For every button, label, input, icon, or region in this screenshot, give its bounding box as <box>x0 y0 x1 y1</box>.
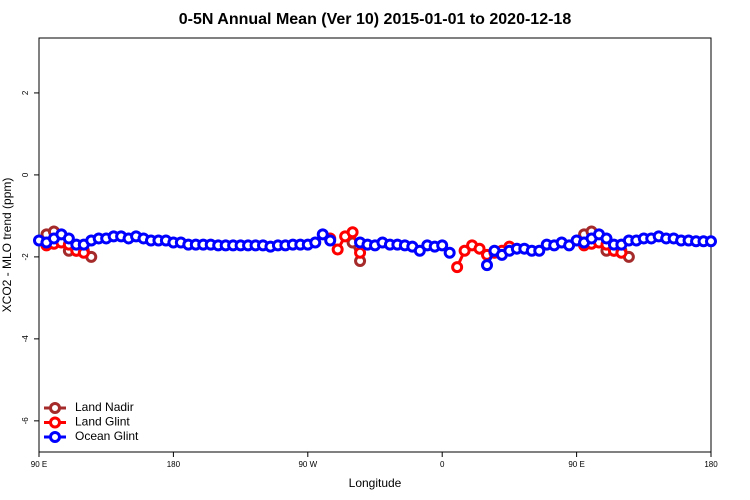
series-point <box>316 228 329 241</box>
x-tick-label: 90 E <box>31 460 47 469</box>
x-tick-label: 180 <box>167 460 181 469</box>
x-tick-label: 90 E <box>568 460 584 469</box>
series-point <box>600 232 613 245</box>
legend-marker <box>49 402 61 414</box>
y-tick-label: 2 <box>21 90 30 95</box>
series-point <box>331 243 344 256</box>
legend-label: Land Nadir <box>75 400 134 414</box>
series-point <box>309 236 322 249</box>
x-tick-label: 0 <box>440 460 445 469</box>
y-tick-label: -4 <box>21 335 30 343</box>
legend-marker <box>49 416 61 429</box>
series-point <box>443 246 456 259</box>
series-point <box>413 244 426 257</box>
series-point <box>481 259 493 272</box>
legend-label: Land Glint <box>75 415 130 429</box>
y-tick-label: -6 <box>21 417 30 425</box>
series-point <box>62 232 75 245</box>
x-axis-label: Longitude <box>349 476 402 490</box>
legend-marker <box>49 431 61 443</box>
series-point <box>354 246 367 259</box>
chart-title: 0-5N Annual Mean (Ver 10) 2015-01-01 to … <box>179 11 572 28</box>
series-point <box>324 234 337 247</box>
series-point <box>473 242 486 255</box>
series-point <box>346 226 359 239</box>
y-axis-label: XCO2 - MLO trend (ppm) <box>0 178 14 313</box>
series-point <box>533 244 546 257</box>
series-point <box>705 235 717 248</box>
legend-label: Ocean Glint <box>75 429 139 443</box>
x-tick-label: 90 W <box>298 460 317 469</box>
series-point <box>458 244 471 257</box>
series-point <box>436 239 449 252</box>
y-tick-label: 0 <box>21 172 30 177</box>
y-tick-label: -2 <box>21 253 30 261</box>
series-point <box>451 261 464 274</box>
x-tick-label: 180 <box>704 460 718 469</box>
